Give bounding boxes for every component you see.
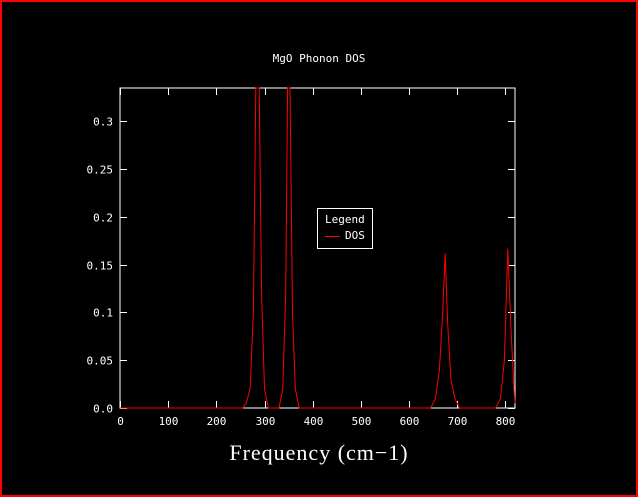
x-tick-label: 300 — [256, 415, 276, 428]
y-tick-label: 0.0 — [93, 403, 113, 416]
y-tick-label: 0.05 — [87, 355, 114, 368]
x-tick-label: 200 — [207, 415, 227, 428]
x-axis-label: Frequency (cm−1) — [229, 440, 409, 465]
legend-line-sample — [325, 235, 340, 237]
y-tick-label: 0.15 — [87, 260, 114, 273]
x-tick-label: 400 — [304, 415, 324, 428]
x-tick-label: 0 — [117, 415, 124, 428]
y-tick-label: 0.3 — [93, 116, 113, 129]
y-tick-label: 0.1 — [93, 307, 113, 320]
legend-box: Legend DOS — [317, 208, 373, 249]
x-tick-label: 500 — [352, 415, 372, 428]
x-tick-label: 600 — [400, 415, 420, 428]
chart-title: MgO Phonon DOS — [272, 52, 366, 65]
y-tick-label: 0.2 — [93, 212, 113, 225]
x-tick-label: 700 — [448, 415, 468, 428]
dos-curve — [120, 87, 516, 409]
legend-entry-label: DOS — [345, 229, 365, 242]
x-tick-label: 100 — [159, 415, 179, 428]
legend-entry-dos: DOS — [325, 228, 365, 244]
legend-title: Legend — [325, 213, 365, 226]
x-tick-label: 800 — [496, 415, 516, 428]
y-tick-label: 0.25 — [87, 164, 114, 177]
